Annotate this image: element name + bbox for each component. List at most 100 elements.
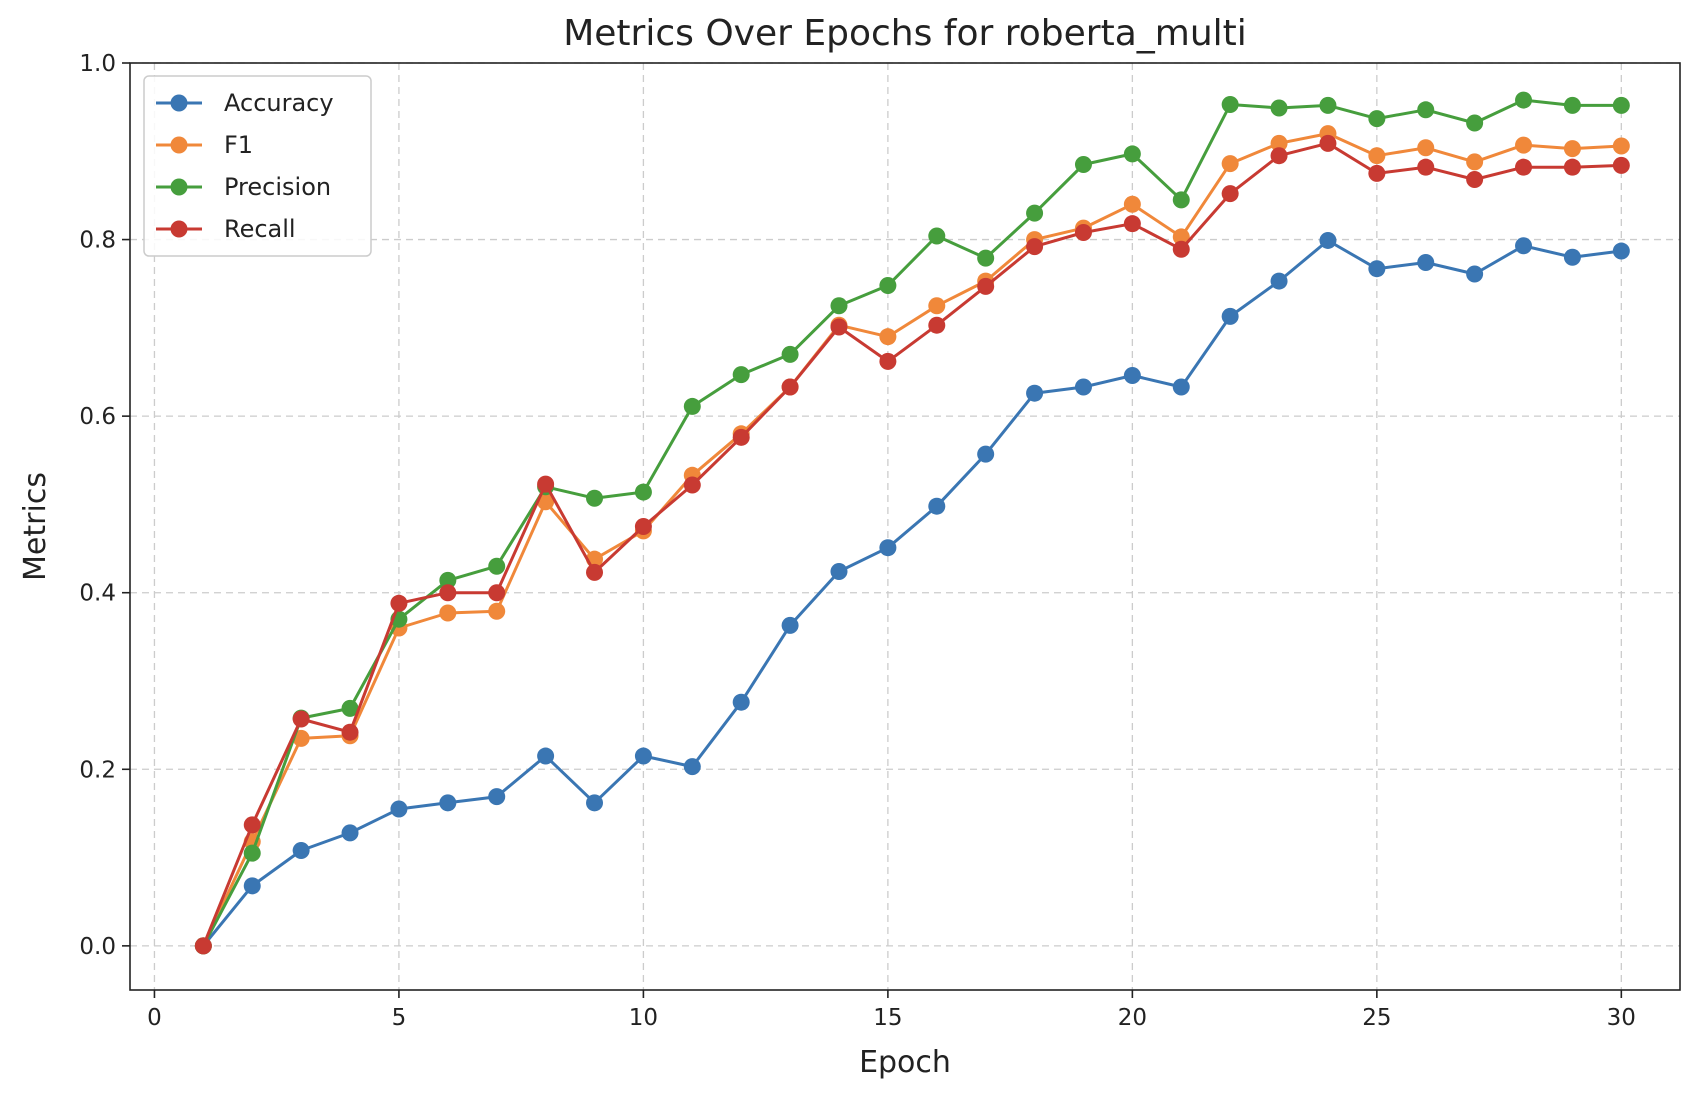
precision-point [977, 249, 995, 267]
accuracy-point [341, 824, 359, 842]
accuracy-point [1172, 378, 1190, 396]
recall-point [1368, 164, 1386, 182]
precision-point [928, 227, 946, 245]
accuracy-point [537, 747, 555, 765]
precision-point [1319, 96, 1337, 114]
recall-point [830, 318, 848, 336]
recall-point [586, 563, 604, 581]
y-tick-label: 0.0 [79, 934, 116, 960]
recall-point [1172, 240, 1190, 258]
precision-line [201, 98, 1622, 947]
accuracy-point [1221, 307, 1239, 325]
f1-point [1221, 155, 1239, 173]
precision-point [781, 345, 799, 363]
recall-point [341, 723, 359, 741]
legend-swatch-marker [170, 178, 188, 196]
recall-point [928, 316, 946, 334]
accuracy-point [488, 788, 506, 806]
y-tick-label: 0.8 [79, 228, 116, 254]
plot-frame [129, 62, 1681, 991]
legend-label: Precision [224, 173, 331, 201]
x-axis-label: Epoch [859, 1045, 951, 1080]
recall-point [1612, 156, 1630, 174]
accuracy-point [1074, 378, 1092, 396]
precision-point [1026, 204, 1044, 222]
axes-ticks: 0 5 10 15 20 25 30 0.0 0.2 0.4 0.6 0.8 1.0 [79, 51, 1636, 1031]
accuracy-point [732, 693, 750, 711]
precision-point [683, 397, 701, 415]
accuracy-point [1515, 237, 1533, 255]
precision-point [1368, 110, 1386, 128]
accuracy-point [977, 445, 995, 463]
accuracy-point [1466, 265, 1484, 283]
precision-point [243, 844, 261, 862]
recall-point [194, 937, 212, 955]
f1-point [488, 602, 506, 620]
precision-point [439, 571, 457, 589]
recall-point [1270, 147, 1288, 165]
series-recall [194, 134, 1630, 955]
precision-point [1612, 96, 1630, 114]
accuracy-point [390, 800, 408, 818]
f1-point [1466, 153, 1484, 171]
y-tick-label: 0.2 [79, 757, 116, 783]
x-tick-label: 30 [1607, 1005, 1636, 1031]
f1-point [1515, 136, 1533, 154]
recall-point [537, 475, 555, 493]
precision-point [634, 483, 652, 501]
recall-point [879, 352, 897, 370]
recall-point [1466, 171, 1484, 189]
recall-point [1515, 158, 1533, 176]
y-tick-label: 1.0 [79, 51, 116, 77]
accuracy-point [830, 563, 848, 581]
series-f1 [194, 125, 1630, 955]
legend-item-f1: F1 [156, 131, 253, 159]
recall-point [683, 476, 701, 494]
f1-line [201, 132, 1622, 947]
accuracy-point [292, 842, 310, 860]
f1-point [1417, 139, 1435, 157]
precision-point [1515, 91, 1533, 109]
legend-swatch-marker [170, 136, 188, 154]
precision-point [341, 699, 359, 717]
recall-point [732, 428, 750, 446]
accuracy-point [928, 497, 946, 515]
f1-point [879, 328, 897, 346]
recall-point [1123, 215, 1141, 233]
precision-point [1563, 96, 1581, 114]
accuracy-point [439, 794, 457, 812]
accuracy-point [879, 539, 897, 557]
x-tick-label: 15 [873, 1005, 902, 1031]
precision-point [488, 557, 506, 575]
precision-point [586, 489, 604, 507]
precision-point [1221, 95, 1239, 113]
recall-point [1221, 185, 1239, 203]
accuracy-point [1270, 272, 1288, 290]
recall-point [439, 584, 457, 602]
series-accuracy [194, 231, 1630, 955]
x-tick-label: 10 [629, 1005, 658, 1031]
y-tick-label: 0.4 [79, 581, 116, 607]
precision-point [879, 276, 897, 294]
legend-box [143, 75, 372, 257]
y-axis-label: Metrics [18, 472, 53, 581]
f1-point [1172, 228, 1190, 246]
legend-label: Accuracy [224, 89, 334, 117]
f1-point [1563, 140, 1581, 158]
recall-point [488, 584, 506, 602]
recall-point [781, 378, 799, 396]
legend-swatch-marker [170, 220, 188, 238]
chart-title: Metrics Over Epochs for roberta_multi [563, 13, 1247, 54]
recall-point [1319, 134, 1337, 152]
accuracy-point [586, 794, 604, 812]
f1-point [439, 604, 457, 622]
f1-point [1612, 137, 1630, 155]
recall-point [977, 277, 995, 295]
recall-point [1026, 238, 1044, 256]
x-tick-label: 25 [1362, 1005, 1391, 1031]
accuracy-point [1026, 384, 1044, 402]
series-precision [194, 91, 1630, 955]
recall-point [1074, 224, 1092, 242]
